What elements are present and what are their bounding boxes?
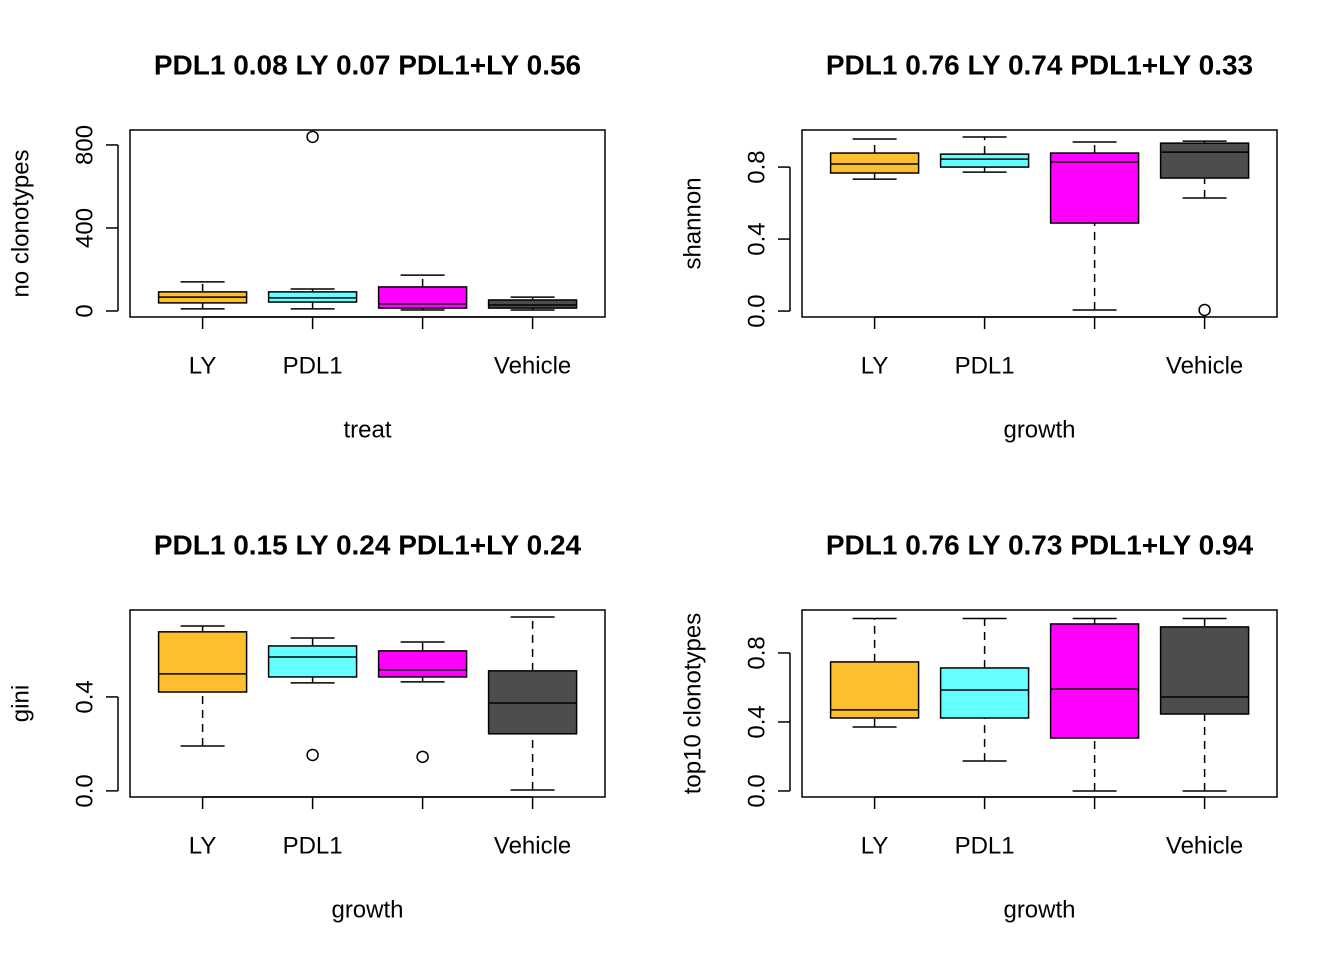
outlier	[306, 748, 319, 762]
x-tick-label: Vehicle	[494, 832, 571, 859]
box	[1159, 142, 1250, 179]
x-tick-label: PDL1	[283, 832, 343, 859]
x-axis-label: growth	[331, 896, 403, 923]
box	[829, 661, 920, 719]
box	[157, 631, 248, 693]
chart-title: PDL1 0.08 LY 0.07 PDL1+LY 0.56	[154, 49, 581, 80]
y-tick-label: 400	[71, 208, 98, 248]
panel: PDL1 0.76 LY 0.73 PDL1+LY 0.94 growth top1…	[679, 529, 1278, 923]
y-tick-label: 0	[71, 304, 98, 317]
y-tick-label: 0.4	[743, 222, 770, 255]
y-axis-label: shannon	[679, 177, 706, 269]
panel: PDL1 0.76 LY 0.74 PDL1+LY 0.33 growth shan…	[679, 49, 1278, 443]
y-tick-label: 0.0	[743, 294, 770, 327]
x-tick-label: LY	[189, 352, 217, 379]
x-tick-label: Vehicle	[1166, 352, 1243, 379]
x-tick-label: PDL1	[955, 832, 1015, 859]
y-tick-label: 0.0	[743, 774, 770, 807]
x-axis-label: growth	[1003, 416, 1075, 443]
y-tick-label: 800	[71, 125, 98, 165]
y-axis-label: top10 clonotypes	[679, 613, 706, 794]
outlier	[306, 130, 319, 144]
x-tick-label: Vehicle	[1166, 832, 1243, 859]
box	[377, 650, 468, 678]
box	[1049, 152, 1140, 224]
outlier	[416, 750, 429, 764]
x-tick-label: LY	[861, 832, 889, 859]
box	[1159, 626, 1250, 715]
box	[1049, 623, 1140, 739]
chart-title: PDL1 0.76 LY 0.74 PDL1+LY 0.33	[826, 49, 1253, 80]
y-tick-label: 0.8	[743, 150, 770, 183]
y-tick-label: 0.0	[71, 774, 98, 807]
x-tick-label: Vehicle	[494, 352, 571, 379]
box	[377, 286, 468, 309]
outlier	[1198, 303, 1211, 317]
chart-title: PDL1 0.15 LY 0.24 PDL1+LY 0.24	[154, 529, 582, 560]
chart-title: PDL1 0.76 LY 0.73 PDL1+LY 0.94	[826, 529, 1254, 560]
box	[939, 153, 1030, 168]
box	[829, 152, 920, 174]
y-tick-label: 0.4	[743, 705, 770, 738]
y-axis-label: no clonotypes	[7, 149, 34, 297]
x-axis-label: treat	[343, 416, 391, 443]
box	[267, 291, 358, 303]
x-tick-label: PDL1	[283, 352, 343, 379]
plot-frame	[129, 129, 606, 318]
x-axis-label: growth	[1003, 896, 1075, 923]
x-tick-label: PDL1	[955, 352, 1015, 379]
y-axis-label: gini	[7, 685, 34, 722]
y-tick-label: 0.8	[743, 636, 770, 669]
box	[939, 667, 1030, 719]
x-tick-label: LY	[861, 352, 889, 379]
x-tick-label: LY	[189, 832, 217, 859]
panel: PDL1 0.15 LY 0.24 PDL1+LY 0.24 growth gini…	[7, 529, 606, 923]
box	[267, 645, 358, 678]
panel: PDL1 0.08 LY 0.07 PDL1+LY 0.56 treat no cl…	[7, 49, 606, 443]
box	[487, 299, 578, 309]
y-tick-label: 0.4	[71, 680, 98, 713]
